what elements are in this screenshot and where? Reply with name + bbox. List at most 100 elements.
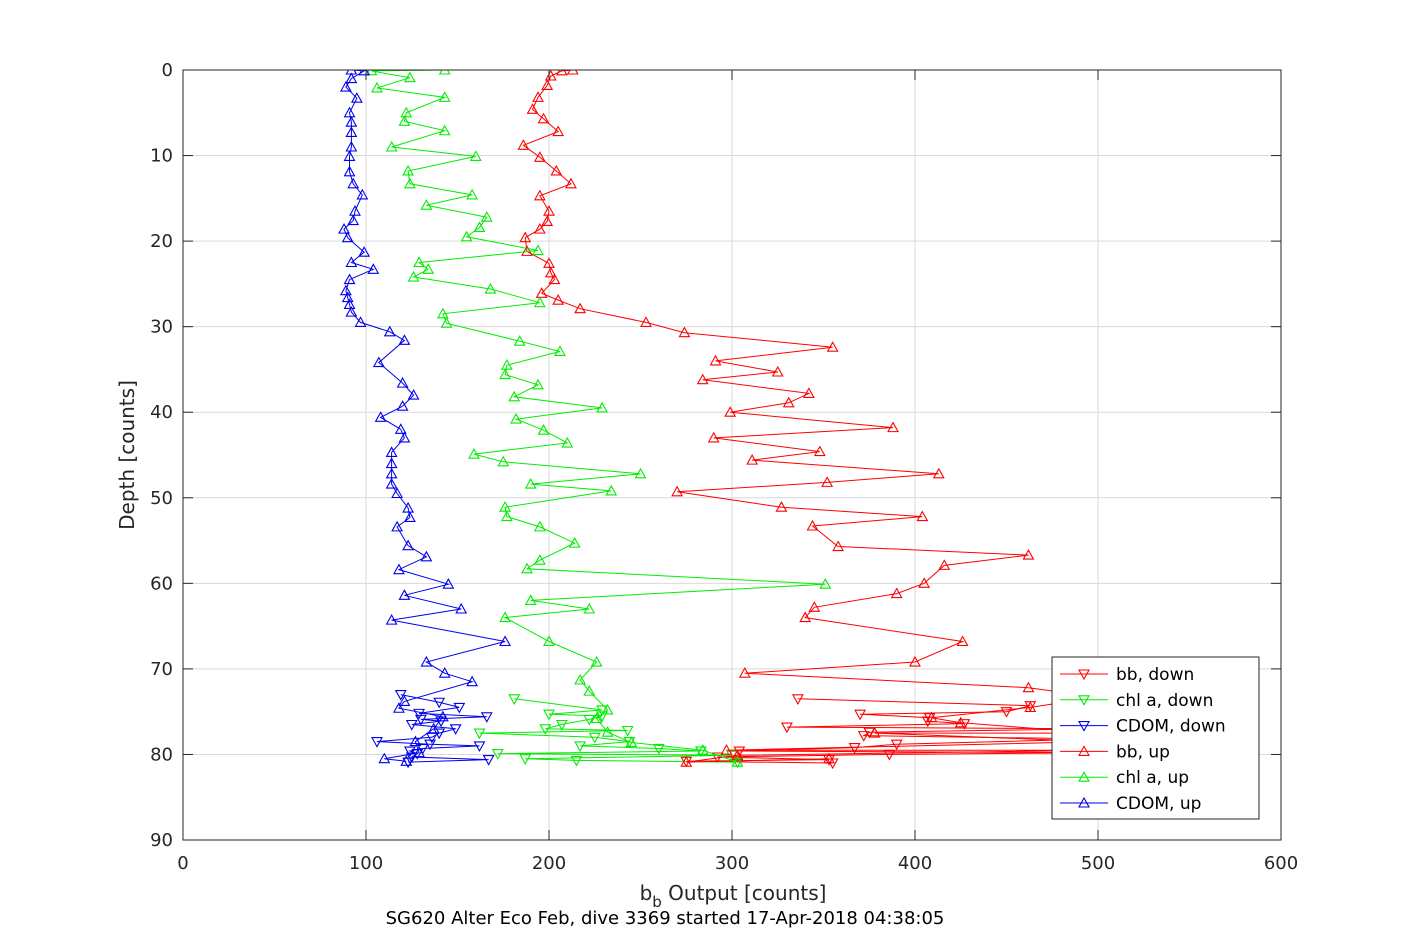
data-point-chl-a-down xyxy=(583,714,596,726)
data-point-bb-up xyxy=(832,540,845,552)
data-point-cdom-up xyxy=(343,273,356,285)
data-point-cdom-up xyxy=(347,177,360,189)
data-point-bb-up xyxy=(738,667,751,678)
data-point-chl-a-down xyxy=(539,724,552,735)
data-point-bb-down xyxy=(958,719,971,730)
series-line-cdom-up xyxy=(343,70,506,762)
data-point-cdom-up xyxy=(466,675,479,687)
data-point-bb-up xyxy=(932,467,945,479)
data-point-chl-a-up xyxy=(634,467,647,479)
data-point-bb-up xyxy=(956,635,969,647)
legend-label-chl-a-up: chl a, up xyxy=(1116,768,1189,788)
y-tick-label: 50 xyxy=(150,488,173,509)
x-tick-label: 600 xyxy=(1264,853,1298,874)
data-point-cdom-up xyxy=(438,667,451,678)
x-tick-label: 200 xyxy=(532,853,566,874)
data-point-cdom-up xyxy=(391,487,404,499)
data-point-chl-a-up xyxy=(590,655,603,667)
data-point-bb-up xyxy=(890,587,903,599)
data-point-chl-a-up xyxy=(499,501,512,512)
series-cdom-up xyxy=(338,70,512,766)
x-axis-label-rest: Output [counts] xyxy=(662,881,827,905)
data-point-chl-a-up xyxy=(583,685,596,696)
data-point-bb-up xyxy=(519,231,532,243)
data-point-bb-up xyxy=(550,164,563,176)
data-point-chl-a-down xyxy=(588,732,601,744)
legend: bb, down chl a, down CDOM, down bb, up chl a… xyxy=(1051,656,1260,820)
data-point-bb-up xyxy=(565,177,577,189)
data-point-chl-a-up xyxy=(469,150,482,161)
data-point-chl-a-down xyxy=(570,755,583,767)
data-point-cdom-up xyxy=(343,298,356,309)
data-point-cdom-up xyxy=(385,467,398,479)
data-point-cdom-down xyxy=(402,757,415,769)
data-point-chl-a-up xyxy=(625,736,638,748)
legend-box xyxy=(1051,656,1260,820)
data-point-bb-down xyxy=(857,731,870,742)
data-point-chl-a-up xyxy=(508,390,521,402)
data-point-cdom-up xyxy=(343,150,356,161)
data-point-bb-up xyxy=(938,559,951,570)
data-point-chl-a-down xyxy=(574,741,587,753)
data-point-chl-a-up xyxy=(543,635,555,647)
data-point-chl-a-up xyxy=(385,140,398,152)
x-tick-label: 300 xyxy=(715,853,749,874)
legend-marker-chl-a-up xyxy=(1078,771,1090,782)
data-point-bb-up xyxy=(543,205,555,216)
data-point-chl-a-up xyxy=(583,602,596,614)
series-chl-a-up xyxy=(365,70,832,767)
data-point-cdom-up xyxy=(374,411,387,422)
data-point-chl-a-up xyxy=(402,164,415,176)
data-point-bb-up xyxy=(954,716,967,728)
data-point-cdom-up xyxy=(402,539,415,551)
data-point-bb-up xyxy=(802,387,815,398)
data-point-chl-a-up xyxy=(480,211,493,222)
data-point-cdom-down xyxy=(403,746,416,758)
data-point-cdom-up xyxy=(345,305,358,317)
data-point-cdom-up xyxy=(354,316,367,327)
x-tick-label: 500 xyxy=(1081,853,1115,874)
y-tick-label: 30 xyxy=(150,317,173,338)
y-tick-label: 10 xyxy=(150,146,173,167)
data-point-bb-up xyxy=(533,151,546,162)
data-point-cdom-up xyxy=(442,578,455,589)
data-point-cdom-up xyxy=(420,655,433,667)
data-point-cdom-up xyxy=(378,752,391,764)
x-axis-label-subscript: b xyxy=(652,893,662,911)
data-point-chl-a-up xyxy=(696,744,709,755)
data-point-bb-up xyxy=(535,287,548,298)
data-point-bb-up xyxy=(640,316,652,327)
y-tick-label: 70 xyxy=(150,659,173,680)
data-point-bb-up xyxy=(671,485,684,497)
data-point-chl-a-down xyxy=(473,728,486,740)
data-point-bb-up xyxy=(517,139,530,150)
data-point-cdom-up xyxy=(372,356,385,368)
data-point-bb-down xyxy=(826,758,839,770)
data-point-chl-a-up xyxy=(466,188,479,200)
data-point-bb-up xyxy=(533,189,546,201)
data-point-chl-a-up xyxy=(532,244,544,256)
data-point-cdom-up xyxy=(436,710,449,722)
data-point-cdom-down xyxy=(473,741,486,753)
data-point-chl-a-up xyxy=(601,703,614,715)
series-line-bb-down xyxy=(686,698,1099,764)
data-point-bb-up xyxy=(678,326,691,338)
data-point-bb-down xyxy=(823,755,835,766)
data-point-chl-a-up xyxy=(413,256,426,268)
data-point-chl-a-up xyxy=(510,412,522,424)
data-point-bb-up xyxy=(799,611,812,623)
data-point-chl-a-up xyxy=(521,562,533,574)
data-point-chl-a-up xyxy=(574,673,587,685)
data-point-cdom-up xyxy=(400,755,413,766)
data-point-chl-a-down xyxy=(543,709,555,721)
data-point-chl-a-up xyxy=(537,424,550,435)
data-point-cdom-down xyxy=(435,716,447,728)
data-point-cdom-up xyxy=(349,205,361,216)
data-point-chl-a-up xyxy=(533,554,546,565)
data-point-bb-up xyxy=(887,421,899,433)
data-point-chl-a-down xyxy=(652,743,665,755)
data-point-chl-a-up xyxy=(590,712,603,724)
data-point-chl-a-down xyxy=(694,746,707,758)
data-point-chl-a-up xyxy=(484,282,497,294)
legend-label-bb-down: bb, down xyxy=(1116,665,1194,685)
